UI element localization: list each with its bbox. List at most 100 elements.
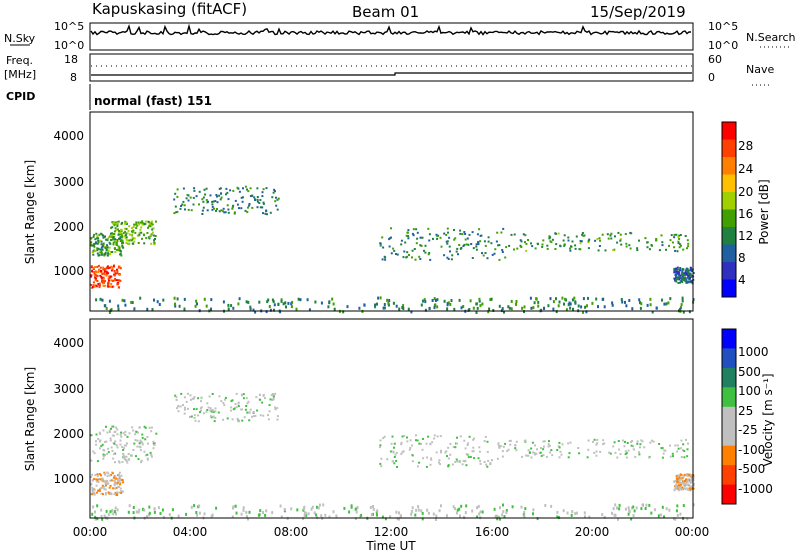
heatmap-cell — [498, 446, 501, 449]
heatmap-cell — [154, 238, 156, 240]
heatmap-cell — [127, 239, 130, 242]
heatmap-cell — [449, 453, 452, 456]
heatmap-cell — [272, 191, 275, 194]
heatmap-cell — [276, 415, 279, 418]
heatmap-cell — [186, 194, 189, 196]
heatmap-cell — [109, 484, 112, 487]
heatmap-cell — [103, 480, 106, 483]
heatmap-cell — [139, 449, 142, 452]
heatmap-cell — [106, 244, 109, 247]
heatmap-cell — [422, 437, 424, 440]
heatmap-cell — [141, 443, 144, 446]
heatmap-cell — [479, 240, 482, 243]
heatmap-cell — [459, 514, 461, 518]
heatmap-cell — [581, 232, 584, 234]
heatmap-cell — [379, 444, 382, 447]
heatmap-cell — [267, 298, 270, 302]
heatmap-cell — [107, 267, 110, 270]
heatmap-cell — [152, 442, 155, 445]
heatmap-cell — [467, 243, 470, 246]
colorbar-segment — [722, 192, 736, 210]
heatmap-cell — [610, 232, 613, 235]
heatmap-cell — [398, 511, 400, 515]
heatmap-cell — [401, 306, 404, 309]
x-axis-label: Time UT — [365, 539, 416, 553]
heatmap-cell — [479, 234, 482, 237]
heatmap-cell — [123, 299, 126, 303]
heatmap-cell — [460, 306, 463, 310]
heatmap-cell — [113, 434, 115, 437]
heatmap-cell — [95, 433, 98, 436]
heatmap-cell — [302, 517, 305, 521]
heatmap-cell — [102, 234, 104, 237]
heatmap-cell — [258, 300, 261, 304]
heatmap-cell — [96, 478, 99, 481]
heatmap-cell — [249, 305, 252, 309]
heatmap-cell — [563, 302, 565, 306]
heatmap-cell — [196, 302, 198, 306]
heatmap-cell — [509, 443, 512, 446]
heatmap-cell — [669, 444, 671, 447]
heatmap-cell — [97, 489, 99, 492]
heatmap-cell — [678, 271, 681, 274]
heatmap-cell — [402, 304, 405, 308]
heatmap-cell — [680, 277, 683, 280]
heatmap-cell — [210, 410, 213, 413]
heatmap-cell — [644, 507, 647, 510]
heatmap-cell — [113, 270, 116, 273]
heatmap-cell — [187, 208, 190, 211]
heatmap-cell — [245, 515, 248, 518]
heatmap-cell — [423, 249, 425, 252]
heatmap-cell — [681, 281, 684, 283]
heatmap-cell — [138, 426, 141, 429]
heatmap-cell — [105, 509, 108, 513]
velocity-colorbar-label: Velocity [m s⁻¹] — [761, 373, 775, 466]
heatmap-cell — [523, 514, 526, 518]
heatmap-cell — [100, 252, 103, 255]
heatmap-cell — [176, 188, 179, 191]
heatmap-cell — [685, 267, 688, 270]
heatmap-cell — [384, 258, 387, 261]
heatmap-cell — [91, 490, 94, 493]
heatmap-cell — [396, 466, 398, 468]
heatmap-cell — [678, 273, 681, 275]
heatmap-cell — [519, 239, 522, 242]
heatmap-cell — [102, 282, 104, 285]
heatmap-cell — [684, 485, 687, 487]
heatmap-cell — [689, 277, 691, 280]
heatmap-cell — [200, 409, 202, 412]
heatmap-cell — [108, 429, 111, 432]
heatmap-cell — [107, 252, 110, 255]
heatmap-cell — [431, 441, 434, 444]
heatmap-cell — [222, 418, 225, 421]
heatmap-cell — [193, 187, 196, 190]
heatmap-cell — [183, 204, 186, 207]
heatmap-cell — [146, 232, 149, 234]
heatmap-cell — [679, 512, 682, 516]
heatmap-cell — [92, 235, 95, 238]
heatmap-cell — [137, 458, 140, 461]
heatmap-cell — [449, 443, 452, 445]
heatmap-cell — [279, 310, 282, 314]
heatmap-cell — [97, 437, 100, 440]
heatmap-cell — [608, 451, 611, 454]
heatmap-cell — [454, 507, 457, 511]
heatmap-cell — [94, 238, 97, 241]
heatmap-cell — [472, 438, 475, 441]
heatmap-cell — [110, 226, 113, 229]
heatmap-cell — [487, 459, 490, 462]
heatmap-cell — [452, 505, 455, 509]
heatmap-cell — [680, 482, 683, 485]
heatmap-cell — [98, 286, 101, 289]
heatmap-cell — [193, 504, 196, 508]
heatmap-cell — [134, 433, 137, 436]
heatmap-cell — [109, 236, 112, 239]
heatmap-cell — [101, 443, 104, 446]
heatmap-cell — [115, 229, 117, 232]
heatmap-cell — [596, 442, 599, 445]
heatmap-cell — [424, 244, 427, 247]
heatmap-cell — [687, 276, 690, 279]
heatmap-cell — [601, 513, 604, 517]
heatmap-cell — [682, 504, 685, 508]
heatmap-cell — [191, 397, 194, 400]
